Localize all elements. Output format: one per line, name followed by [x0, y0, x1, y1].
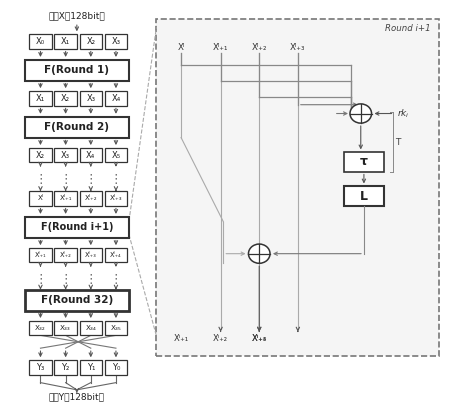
FancyBboxPatch shape: [29, 248, 51, 263]
FancyBboxPatch shape: [54, 91, 77, 105]
FancyBboxPatch shape: [54, 360, 77, 375]
FancyBboxPatch shape: [105, 191, 127, 206]
Text: X₃: X₃: [61, 151, 70, 160]
Text: ⋮: ⋮: [59, 173, 72, 186]
Circle shape: [349, 104, 371, 123]
Text: Xᴵ₊₄: Xᴵ₊₄: [110, 252, 121, 258]
Text: ⋮: ⋮: [110, 273, 122, 286]
Text: X₃₃: X₃₃: [60, 325, 71, 331]
Text: X₀: X₀: [36, 37, 45, 46]
Text: Xᴵ₊₂: Xᴵ₊₂: [60, 252, 71, 258]
Text: τ: τ: [359, 156, 367, 168]
Text: 明文X（128bit）: 明文X（128bit）: [48, 12, 105, 21]
FancyBboxPatch shape: [343, 186, 383, 206]
Text: Xᴵ: Xᴵ: [177, 43, 184, 52]
Text: X₃₅: X₃₅: [110, 325, 121, 331]
FancyBboxPatch shape: [25, 217, 129, 238]
Text: F(Round i+1): F(Round i+1): [41, 222, 113, 232]
Text: Y₃: Y₃: [36, 363, 45, 372]
Text: Xᴵ₊₃: Xᴵ₊₃: [290, 43, 305, 52]
Text: rk$_i$: rk$_i$: [396, 107, 409, 120]
Text: X₁: X₁: [36, 94, 45, 103]
Text: Xᴵ₊₁: Xᴵ₊₁: [59, 196, 72, 202]
Text: X₃: X₃: [111, 37, 120, 46]
Text: X₄: X₄: [111, 94, 120, 103]
Text: Xᴵ₊₂: Xᴵ₊₂: [251, 43, 267, 52]
Text: Y₀: Y₀: [111, 363, 120, 372]
FancyBboxPatch shape: [105, 321, 127, 335]
Text: Xᴵ₊₂: Xᴵ₊₂: [212, 335, 228, 343]
Text: Xᴵ₊₁: Xᴵ₊₁: [212, 43, 228, 52]
FancyBboxPatch shape: [79, 34, 102, 48]
FancyBboxPatch shape: [79, 360, 102, 375]
Text: X₃: X₃: [86, 94, 95, 103]
FancyBboxPatch shape: [79, 91, 102, 105]
Text: Xᴵ₊₄: Xᴵ₊₄: [251, 335, 266, 343]
Text: 密文Y（128bit）: 密文Y（128bit）: [49, 393, 105, 402]
FancyBboxPatch shape: [105, 248, 127, 263]
FancyBboxPatch shape: [79, 321, 102, 335]
Text: X₂: X₂: [36, 151, 45, 160]
Text: Xᴵ₊₃: Xᴵ₊₃: [110, 196, 122, 202]
Text: Xᴵ₊₃: Xᴵ₊₃: [85, 252, 97, 258]
FancyBboxPatch shape: [54, 191, 77, 206]
FancyBboxPatch shape: [79, 148, 102, 162]
Text: F(Round 2): F(Round 2): [44, 122, 109, 132]
FancyBboxPatch shape: [54, 321, 77, 335]
FancyBboxPatch shape: [54, 248, 77, 263]
Text: ⋮: ⋮: [59, 273, 72, 286]
Text: Xᴵ₊₁: Xᴵ₊₁: [35, 252, 46, 258]
Text: X₁: X₁: [61, 37, 70, 46]
Text: Xᴵ: Xᴵ: [37, 196, 43, 202]
Text: Y₂: Y₂: [61, 363, 69, 372]
FancyBboxPatch shape: [156, 19, 438, 356]
Text: ⋮: ⋮: [34, 173, 46, 186]
FancyBboxPatch shape: [343, 152, 383, 172]
Text: T: T: [394, 138, 400, 147]
FancyBboxPatch shape: [29, 34, 51, 48]
FancyBboxPatch shape: [54, 148, 77, 162]
Text: Xᴵ₊₂: Xᴵ₊₂: [84, 196, 97, 202]
FancyBboxPatch shape: [29, 360, 51, 375]
FancyBboxPatch shape: [54, 34, 77, 48]
Text: X₅: X₅: [111, 151, 120, 160]
FancyBboxPatch shape: [105, 34, 127, 48]
FancyBboxPatch shape: [105, 360, 127, 375]
Text: X₃₄: X₃₄: [85, 325, 96, 331]
Text: F(Round 32): F(Round 32): [41, 295, 113, 305]
Text: F(Round 1): F(Round 1): [44, 65, 109, 75]
Text: ⋮: ⋮: [84, 173, 97, 186]
Text: X₃₂: X₃₂: [35, 325, 46, 331]
Text: ⋮: ⋮: [84, 273, 97, 286]
FancyBboxPatch shape: [25, 117, 129, 137]
Text: Xᴵ₊₃: Xᴵ₊₃: [251, 335, 266, 343]
Text: Round i+1: Round i+1: [384, 24, 430, 33]
Text: ⋮: ⋮: [34, 273, 46, 286]
FancyBboxPatch shape: [29, 191, 51, 206]
FancyBboxPatch shape: [105, 91, 127, 105]
Text: X₂: X₂: [61, 94, 70, 103]
FancyBboxPatch shape: [25, 290, 129, 311]
FancyBboxPatch shape: [105, 148, 127, 162]
FancyBboxPatch shape: [79, 191, 102, 206]
Circle shape: [248, 244, 269, 263]
FancyBboxPatch shape: [25, 60, 129, 81]
Text: Y₁: Y₁: [87, 363, 95, 372]
FancyBboxPatch shape: [79, 248, 102, 263]
Text: X₄: X₄: [86, 151, 95, 160]
FancyBboxPatch shape: [29, 91, 51, 105]
Text: L: L: [359, 189, 367, 202]
Text: X₂: X₂: [86, 37, 95, 46]
Text: ⋮: ⋮: [110, 173, 122, 186]
FancyBboxPatch shape: [29, 148, 51, 162]
Text: Xᴵ₊₁: Xᴵ₊₁: [173, 335, 188, 343]
FancyBboxPatch shape: [29, 321, 51, 335]
